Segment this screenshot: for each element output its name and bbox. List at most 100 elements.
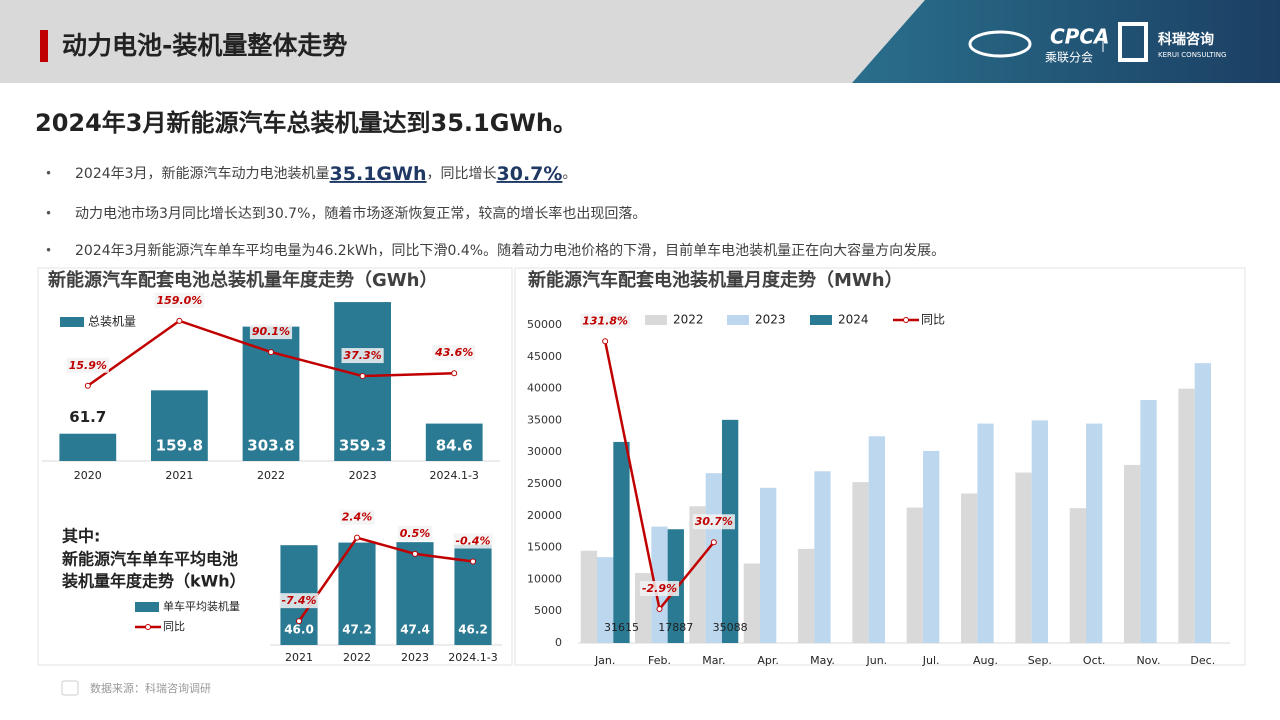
- line-label: 2.4%: [342, 511, 373, 524]
- bar-label: 47.4: [400, 623, 430, 637]
- bar: [977, 423, 994, 643]
- legend-label: 总装机量: [88, 315, 136, 329]
- legend-label: 2022: [673, 313, 704, 327]
- legend-marker: [145, 624, 151, 630]
- legend-swatch: [645, 315, 667, 325]
- bar: [396, 542, 434, 645]
- logo-kerui: 科瑞咨询: [1158, 31, 1214, 48]
- bullet-text: ，同比增长: [427, 166, 497, 182]
- bullet: 2024年3月新能源汽车单车平均电量为46.2kWh，同比下滑0.4%。随着动力…: [75, 242, 945, 259]
- x-tick-label: Jan.: [594, 654, 615, 667]
- line-label-bg: [639, 581, 680, 597]
- logo-kerui-sub: KERUI CONSULTING: [1158, 51, 1226, 59]
- line-marker: [354, 534, 360, 541]
- bar-label: 35088: [713, 621, 748, 634]
- headline: 2024年3月新能源汽车总装机量达到35.1GWh。: [35, 109, 577, 137]
- y-tick-label: 10000: [527, 572, 562, 585]
- line-label: -2.9%: [642, 582, 677, 595]
- bar: [852, 482, 869, 643]
- frame: [514, 267, 1246, 666]
- legend-swatch: [60, 317, 84, 327]
- bar: [1015, 472, 1032, 643]
- line-label: 90.1%: [252, 325, 290, 338]
- y-tick-label: 5000: [534, 604, 562, 617]
- bar-label: 46.2: [458, 623, 488, 637]
- bar: [1031, 420, 1048, 643]
- chart-subtitle: 其中:: [62, 527, 100, 546]
- x-tick-label: 2021: [165, 469, 193, 482]
- bullet-highlight: 35.1GWh: [330, 163, 427, 185]
- bar-label: 61.7: [69, 408, 106, 426]
- bar-label: 303.8: [247, 437, 294, 455]
- line-label-bg: [154, 292, 205, 308]
- line-marker: [268, 349, 274, 356]
- line-marker: [451, 370, 458, 377]
- line-label-bg: [580, 313, 631, 329]
- legend-label: 单车平均装机量: [163, 599, 240, 613]
- bar: [338, 542, 376, 645]
- x-tick-label: 2023: [349, 469, 377, 482]
- line-label-bg: [341, 348, 384, 364]
- line-label-bg: [453, 533, 493, 549]
- line-label: 43.6%: [434, 346, 473, 359]
- y-tick-label: 50000: [527, 318, 562, 331]
- line-label: 159.0%: [156, 294, 202, 307]
- bar: [1178, 388, 1195, 643]
- x-tick-label: May.: [810, 654, 835, 667]
- logo-cpca-sub: 乘联分会: [1045, 51, 1093, 65]
- line-marker: [359, 373, 366, 380]
- bar: [59, 433, 117, 461]
- source: 数据来源：科瑞咨询调研: [90, 681, 211, 695]
- bar: [613, 441, 630, 643]
- x-tick-label: Aug.: [973, 654, 998, 667]
- x-tick-label: 2022: [343, 651, 371, 664]
- bar: [151, 390, 208, 461]
- bar: [1124, 464, 1141, 643]
- x-tick-label: Apr.: [757, 654, 779, 667]
- x-tick-label: Dec.: [1190, 654, 1215, 667]
- bullet-dot: •: [45, 207, 52, 221]
- frame: [37, 267, 513, 666]
- bar: [1069, 508, 1087, 643]
- bullets: • 2024年3月，新能源汽车动力电池装机量35.1GWh，同比增长30.7%。 •…: [45, 163, 945, 260]
- x-tick-label: 2023: [401, 651, 429, 664]
- bar: [1140, 400, 1157, 643]
- legend-swatch: [135, 602, 159, 612]
- legend-label: 同比: [921, 313, 945, 327]
- bar: [425, 423, 483, 461]
- source-icon: [61, 680, 79, 696]
- x-tick-label: Nov.: [1136, 654, 1160, 667]
- bar: [961, 493, 978, 643]
- bar: [743, 563, 761, 643]
- y-tick-label: 40000: [527, 382, 562, 395]
- bar: [580, 550, 598, 643]
- x-tick-label: 2022: [257, 469, 285, 482]
- line-label-bg: [66, 357, 109, 373]
- bullet-dot: •: [45, 167, 52, 181]
- line-label-bg: [249, 324, 293, 340]
- x-tick-label: 2024.1-3: [448, 651, 497, 664]
- line-label: 0.5%: [400, 527, 431, 540]
- logo-mark: [968, 30, 1032, 58]
- bullet-text: 动力电池市场3月同比增长达到30.7%，随着市场逐渐恢复正常，较高的增长率也出现…: [75, 205, 646, 222]
- bullet-text: 2024年3月新能源汽车单车平均电量为46.2kWh，同比下滑0.4%。随着动力…: [75, 242, 945, 259]
- x-tick-label: 2024.1-3: [429, 469, 478, 482]
- y-tick-label: 25000: [527, 477, 562, 490]
- line-marker: [84, 382, 91, 389]
- title-accent: [40, 30, 48, 62]
- bullet-text: 2024年3月，新能源汽车动力电池装机量: [75, 165, 330, 182]
- page-title: 动力电池-装机量整体走势: [62, 31, 347, 60]
- bar: [721, 419, 739, 643]
- y-tick-label: 15000: [527, 541, 562, 554]
- line-marker: [710, 539, 717, 546]
- bar-label: 84.6: [436, 437, 473, 455]
- chart-title: 新能源汽车配套电池装机量月度走势（MWh）: [528, 269, 903, 291]
- legend-label: 2024: [838, 313, 869, 327]
- y-tick-label: 35000: [527, 413, 562, 426]
- logo-k: [1118, 22, 1148, 62]
- legend-swatch: [727, 315, 749, 325]
- y-tick-label: 30000: [527, 445, 562, 458]
- x-tick-label: Feb.: [648, 654, 671, 667]
- line-label-bg: [339, 509, 375, 525]
